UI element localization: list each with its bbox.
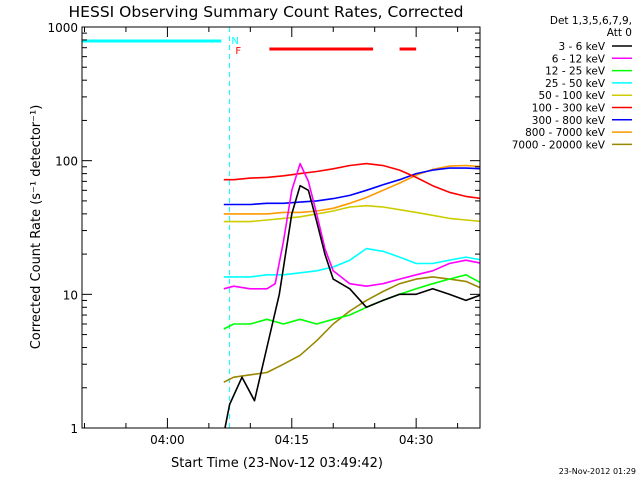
series-line — [223, 167, 480, 206]
y-tick-label: 1000 — [47, 21, 78, 35]
legend-label: 12 - 25 keV — [545, 66, 606, 78]
series-line — [223, 162, 480, 200]
axes: 1 10 100 1000 04:00 04:15 04:30 — [47, 21, 481, 447]
x-axis-label: Start Time (23-Nov-12 03:49:42) — [171, 456, 383, 471]
series-line — [223, 247, 480, 278]
plot-frame — [81, 26, 481, 429]
y-tick-label: 10 — [63, 288, 78, 302]
x-tick-label: 04:00 — [150, 433, 185, 447]
legend-label: 800 - 7000 keV — [525, 127, 606, 139]
y-axis-label: Corrected Count Rate (s⁻¹ detector⁻¹) — [29, 105, 44, 350]
y-tick-label: 1 — [70, 422, 78, 436]
legend-header: Det 1,3,5,6,7,9, — [550, 15, 632, 27]
series-line — [224, 184, 480, 428]
plot-area: NF — [82, 27, 480, 428]
chart-title: HESSI Observing Summary Count Rates, Cor… — [69, 3, 464, 21]
legend-label: 7000 - 20000 keV — [512, 139, 606, 151]
flare-flag-label: F — [235, 46, 241, 57]
legend-label: 25 - 50 keV — [545, 78, 606, 90]
legend-header: Att 0 — [607, 27, 632, 39]
series-line — [223, 274, 480, 330]
series-line — [223, 164, 480, 215]
legend-label: 50 - 100 keV — [538, 90, 605, 102]
y-tick-label: 100 — [55, 155, 78, 169]
footer-timestamp: 23-Nov-2012 01:29 — [559, 467, 636, 476]
legend-label: 3 - 6 keV — [558, 41, 605, 53]
legend-label: 300 - 800 keV — [532, 115, 606, 127]
series-line — [223, 162, 480, 290]
night-flag-label: N — [231, 36, 238, 47]
x-tick-label: 04:15 — [274, 433, 309, 447]
legend-label: 6 - 12 keV — [552, 53, 606, 65]
legend-label: 100 - 300 keV — [532, 103, 606, 115]
series-line — [223, 204, 480, 223]
series-line — [223, 276, 480, 383]
x-tick-label: 04:30 — [399, 433, 434, 447]
